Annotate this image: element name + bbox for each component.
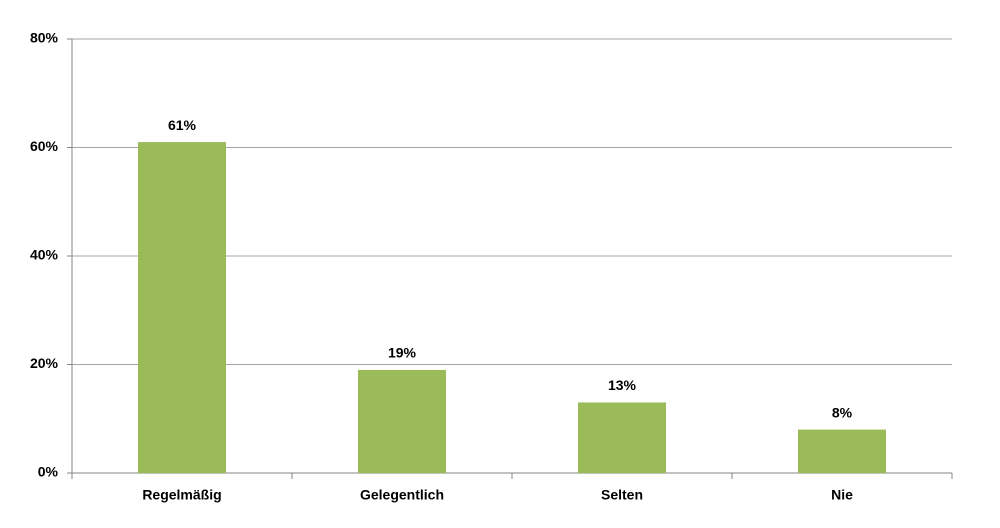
bar <box>358 369 446 473</box>
data-label: 19% <box>388 345 417 361</box>
x-tick-label: Nie <box>831 487 853 503</box>
y-tick-label: 0% <box>38 464 59 480</box>
data-label: 8% <box>832 404 853 420</box>
data-label: 61% <box>168 117 197 133</box>
x-tick-label: Regelmäßig <box>142 487 221 503</box>
data-label: 13% <box>608 377 637 393</box>
y-tick-label: 20% <box>30 355 59 371</box>
y-tick-label: 40% <box>30 247 59 263</box>
bar <box>138 142 226 473</box>
x-tick-label: Selten <box>601 487 643 503</box>
y-tick-label: 80% <box>30 30 59 46</box>
bar <box>578 402 666 473</box>
x-tick-label: Gelegentlich <box>360 487 444 503</box>
y-tick-label: 60% <box>30 138 59 154</box>
bar <box>798 429 886 473</box>
